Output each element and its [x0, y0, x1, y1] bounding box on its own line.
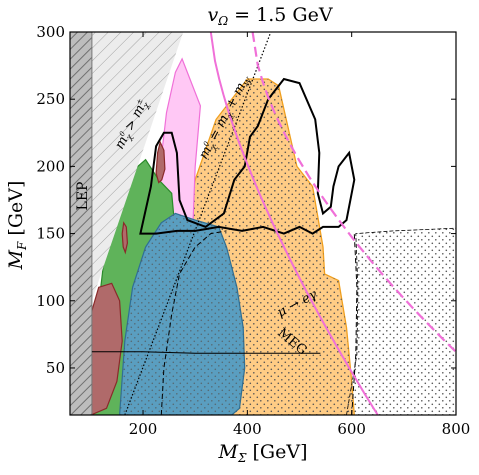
region-kinematic	[91, 32, 184, 301]
line-dashed-boundary	[160, 230, 227, 415]
x-tick-label: 400	[233, 420, 262, 438]
chart-title: vΩ = 1.5 GeV	[207, 4, 332, 28]
y-tick-label: 50	[46, 359, 65, 377]
x-tick-label: 600	[337, 420, 366, 438]
region-lep	[70, 32, 92, 415]
y-axis-label: MF [GeV]	[5, 181, 29, 271]
line-meg-solid	[209, 32, 379, 415]
y-tick-label: 200	[36, 157, 65, 175]
line-horizontal	[91, 351, 321, 354]
plot-frame	[69, 31, 457, 416]
region-brown-upper	[155, 140, 166, 184]
x-tick-label: 200	[129, 420, 158, 438]
region-dotted	[346, 227, 456, 415]
contour-black	[139, 77, 356, 235]
region-brown-lower	[90, 282, 123, 415]
y-tick-label: 250	[36, 90, 65, 108]
line-meg-dashed	[251, 32, 456, 354]
y-tick-label: 300	[36, 23, 65, 41]
y-tick-label: 150	[36, 225, 65, 243]
line-dashed-right	[351, 233, 358, 415]
region-brown-small	[121, 221, 129, 255]
y-tick-label: 100	[36, 292, 65, 310]
region-blue-dots	[119, 213, 245, 415]
lep-label: LEP	[75, 182, 91, 211]
x-axis-label: MΣ [GeV]	[218, 441, 308, 465]
x-tick-label: 800	[442, 420, 471, 438]
